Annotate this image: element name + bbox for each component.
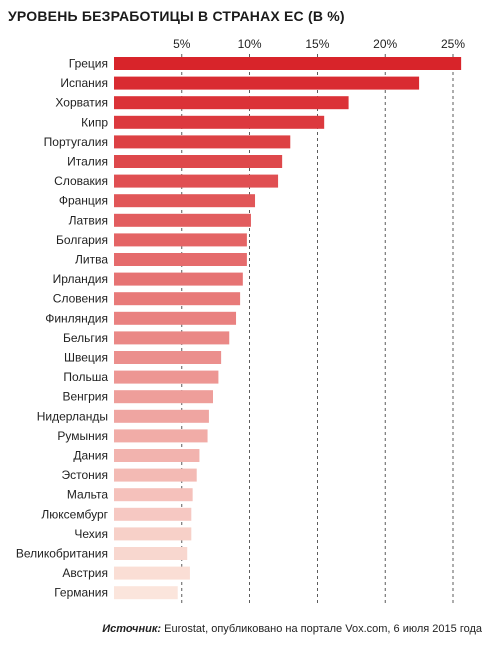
x-tick-label: 15% [305,37,329,51]
category-label: Финляндия [45,311,108,325]
category-label: Франция [59,194,108,208]
bar [114,135,291,149]
category-label: Германия [54,586,108,600]
category-label: Словения [53,292,108,306]
bar [114,331,230,345]
bar [114,115,325,129]
bar [114,174,279,188]
bar [114,429,208,443]
bar [114,76,420,90]
category-label: Люксембург [41,507,108,521]
bar [114,507,192,521]
bar [114,213,251,227]
category-label: Австрия [62,566,108,580]
category-label: Литва [75,253,108,267]
bar [114,57,462,70]
bar [114,292,241,306]
bar [114,468,197,482]
bar [114,351,222,364]
category-label: Португалия [44,135,108,149]
bar [114,547,188,560]
category-labels: Греция Испания Хорватия Кипр Португалия Итали… [16,57,109,600]
bar [114,194,256,208]
category-label: Греция [69,57,108,71]
x-tick-label: 5% [173,37,191,51]
bar [114,566,190,580]
category-label: Венгрия [62,390,108,404]
source-label: Источник: [102,623,162,635]
category-label: Чехия [74,527,108,541]
category-label: Дания [73,449,108,463]
source-text: Eurostat, опубликовано на портале Vox.co… [164,623,482,635]
x-tick-label: 25% [441,37,465,51]
bar [114,390,213,404]
category-label: Хорватия [55,96,108,110]
category-label: Испания [60,76,108,90]
bars [114,57,462,600]
category-label: Эстония [62,468,109,482]
category-label: Италия [67,155,108,169]
bar [114,527,192,541]
bar [114,272,243,286]
category-label: Болгария [56,233,108,247]
category-label: Латвия [69,213,108,227]
bar [114,488,193,502]
category-label: Румыния [57,429,108,443]
category-label: Польша [63,370,108,384]
x-tick-label: 10% [238,37,262,51]
bar [114,155,283,168]
bar [114,449,200,462]
bar [114,409,209,423]
bar [114,586,178,600]
category-label: Бельгия [63,331,108,345]
category-label: Словакия [54,174,108,188]
bar [114,253,247,266]
category-label: Мальта [67,488,108,502]
category-label: Великобритания [16,547,108,561]
x-axis-tick-labels: 5% 10% 15% 20% 25% [173,37,465,51]
category-label: Швеция [64,351,108,365]
bar [114,370,219,384]
x-tick-label: 20% [373,37,397,51]
source-note: Источник: Eurostat, опубликовано на порт… [102,623,482,635]
chart-title: УРОВЕНЬ БЕЗРАБОТИЦЫ В СТРАНАХ ЕС (В %) [8,8,345,24]
bar [114,96,349,110]
bar [114,233,247,247]
category-label: Кипр [81,115,108,129]
bar [114,311,237,325]
category-label: Нидерланды [37,409,108,423]
category-label: Ирландия [53,272,108,286]
